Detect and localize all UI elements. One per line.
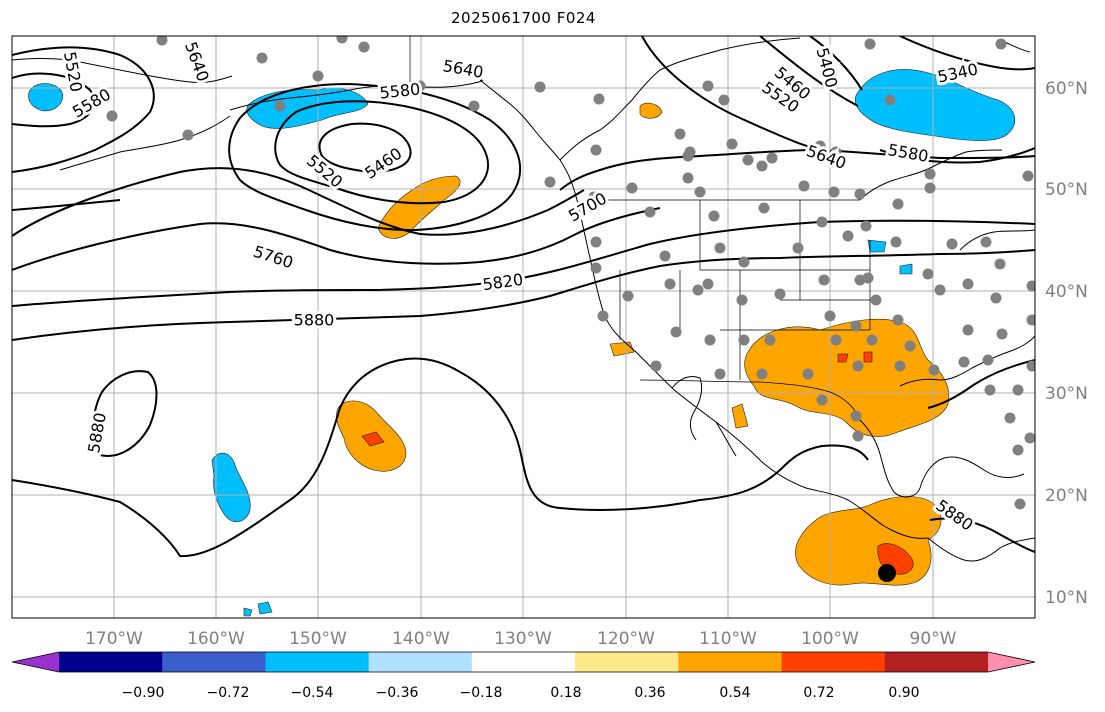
lon-label: 100°W xyxy=(801,629,859,649)
map-title: 2025061700 F024 xyxy=(451,9,596,27)
lon-label: 120°W xyxy=(597,629,655,649)
colorbar-tick-label: −0.36 xyxy=(376,685,419,701)
lon-label: 140°W xyxy=(392,629,450,649)
lat-label: 60°N xyxy=(1045,79,1088,99)
lon-label: 110°W xyxy=(699,629,757,649)
colorbar-extend-high xyxy=(988,652,1035,672)
lat-label: 20°N xyxy=(1045,486,1088,506)
coastlines xyxy=(12,37,1035,562)
lon-label: 150°W xyxy=(289,629,347,649)
graticule xyxy=(12,36,1035,618)
latitude-labels: 60°N 50°N 40°N 30°N 20°N 10°N xyxy=(1045,79,1088,608)
lon-label: 130°W xyxy=(494,629,552,649)
colorbar-tick-label: 0.18 xyxy=(550,685,581,701)
colorbar-tick-label: 0.36 xyxy=(634,685,665,701)
anomaly-area-southern-plains xyxy=(744,318,950,437)
colorbar-tick-label: 0.90 xyxy=(888,685,919,701)
colorbar-segments xyxy=(11,651,1036,673)
longitude-labels: 170°W 160°W 150°W 140°W 130°W 120°W 110°… xyxy=(85,629,957,649)
anomaly-area-hawaii xyxy=(211,452,251,523)
map-frame xyxy=(11,35,1036,619)
lon-label: 160°W xyxy=(187,629,245,649)
lon-label: 170°W xyxy=(85,629,143,649)
height-contours xyxy=(12,36,1035,558)
colorbar-segment xyxy=(781,652,886,672)
colorbar-segment xyxy=(265,652,370,672)
colorbar-segment xyxy=(471,652,576,672)
lon-label: 90°W xyxy=(910,629,957,649)
colorbar: −0.90 −0.72 −0.54 −0.36 −0.18 0.18 0.36 … xyxy=(11,651,1036,701)
colorbar-tick-label: −0.72 xyxy=(207,685,250,701)
colorbar-tick-label: 0.54 xyxy=(719,685,750,701)
colorbar-segment xyxy=(575,652,679,672)
station-points xyxy=(106,36,1035,510)
lat-label: 40°N xyxy=(1045,282,1088,302)
colorbar-segment xyxy=(678,652,783,672)
anomaly-area-pacific-ne xyxy=(377,175,461,239)
colorbar-tick-label: 0.72 xyxy=(803,685,834,701)
colorbar-tick-label: −0.54 xyxy=(291,685,334,701)
contour-label: 5880 xyxy=(294,311,335,330)
colorbar-outline xyxy=(11,651,1036,673)
colorbar-segment xyxy=(59,652,163,672)
colorbar-extend-low xyxy=(12,652,59,672)
colorbar-tick-label: −0.90 xyxy=(122,685,165,701)
location-marker xyxy=(878,564,896,582)
map-plot-area: 5520 5580 5640 5640 5580 5460 5520 5400 … xyxy=(12,36,1035,618)
anomaly-area-bering xyxy=(28,83,63,112)
lat-label: 50°N xyxy=(1045,180,1088,200)
lat-label: 10°N xyxy=(1045,588,1088,608)
colorbar-segment xyxy=(884,652,989,672)
colorbar-segment xyxy=(162,652,266,672)
anomaly-area-hudson xyxy=(855,69,1015,141)
colorbar-tick-label: −0.18 xyxy=(460,685,503,701)
borders xyxy=(409,36,871,421)
colorbar-segment xyxy=(368,652,473,672)
lat-label: 30°N xyxy=(1045,384,1088,404)
colorbar-tick-labels: −0.90 −0.72 −0.54 −0.36 −0.18 0.18 0.36 … xyxy=(122,685,920,701)
anomaly-shading xyxy=(28,69,1015,617)
